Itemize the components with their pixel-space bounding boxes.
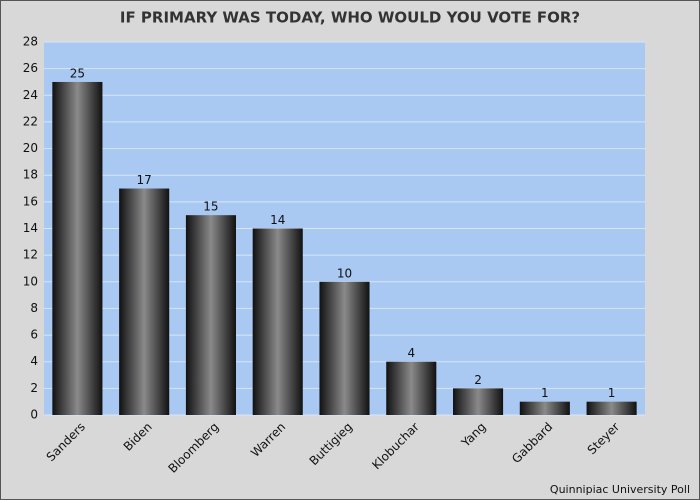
- bar: [386, 361, 437, 415]
- y-tick-label: 20: [23, 141, 38, 155]
- y-tick-label: 28: [23, 35, 38, 49]
- data-label: 25: [70, 66, 85, 80]
- y-tick-label: 16: [23, 194, 38, 208]
- y-tick-label: 10: [23, 274, 38, 288]
- bar: [519, 401, 570, 415]
- y-tick-label: 6: [30, 328, 38, 342]
- y-tick-label: 8: [30, 301, 38, 315]
- data-label: 10: [337, 266, 352, 280]
- data-label: 14: [270, 213, 285, 227]
- y-tick-label: 24: [23, 88, 38, 102]
- y-tick-label: 26: [23, 61, 38, 75]
- y-tick-label: 22: [23, 114, 38, 128]
- chart-title: IF PRIMARY WAS TODAY, WHO WOULD YOU VOTE…: [120, 9, 580, 27]
- data-label: 1: [608, 386, 616, 400]
- y-tick-label: 14: [23, 221, 38, 235]
- y-tick-label: 0: [30, 408, 38, 422]
- bar: [119, 188, 170, 415]
- bar: [453, 388, 504, 415]
- y-tick-label: 12: [23, 248, 38, 262]
- bar: [52, 81, 103, 415]
- data-label: 1: [541, 386, 549, 400]
- bar: [252, 228, 303, 415]
- data-label: 4: [407, 346, 415, 360]
- bar: [586, 401, 637, 415]
- data-label: 17: [137, 173, 152, 187]
- data-label: 15: [203, 200, 218, 214]
- y-tick-label: 2: [30, 381, 38, 395]
- data-label: 2: [474, 373, 482, 387]
- source: Quinnipiac University Poll: [550, 483, 690, 496]
- y-tick-label: 4: [30, 354, 38, 368]
- bar: [185, 215, 236, 415]
- bar: [319, 281, 370, 415]
- y-tick-label: 18: [23, 168, 38, 182]
